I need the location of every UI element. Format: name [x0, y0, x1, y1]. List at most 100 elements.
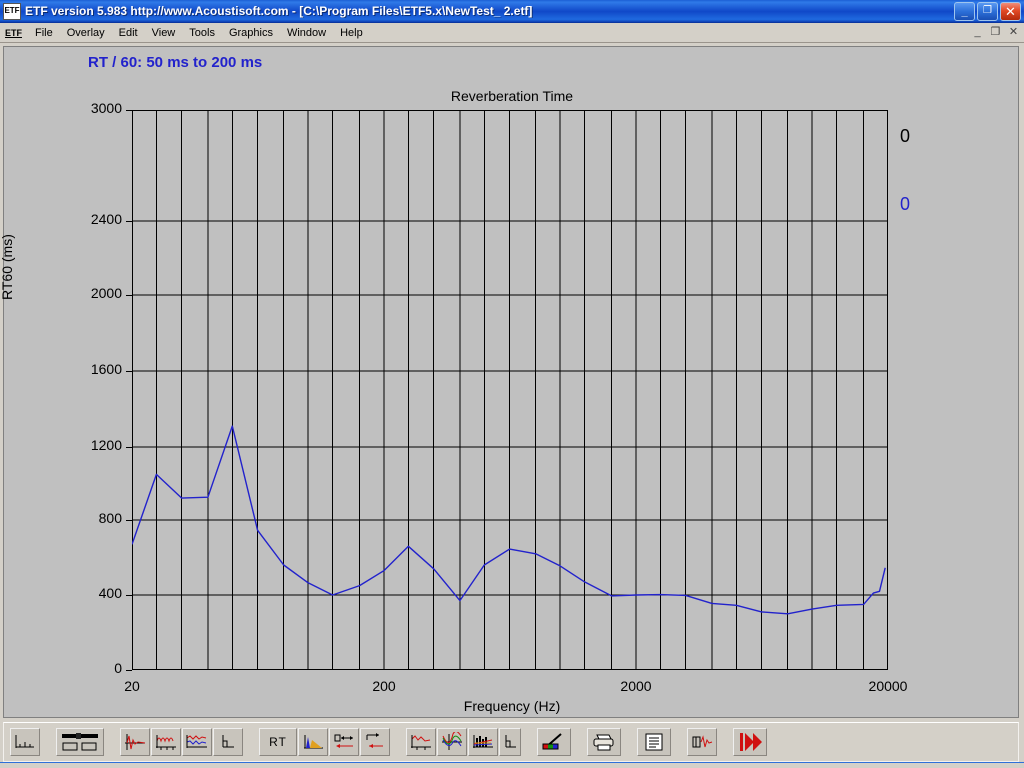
- red-decay-curve-icon: [125, 734, 146, 750]
- axis-tool-button[interactable]: [213, 728, 243, 756]
- x-axis-label: Frequency (Hz): [463, 698, 561, 714]
- y-tick-mark: [126, 670, 132, 671]
- impulse-baseline-icon: [15, 735, 34, 748]
- mdi-minimize-button[interactable]: _: [974, 26, 981, 38]
- plot-canvas[interactable]: [132, 110, 888, 670]
- status-bar: [0, 762, 1024, 768]
- energy-decay-button[interactable]: [298, 728, 328, 756]
- menu-item-view[interactable]: View: [151, 26, 176, 39]
- red-blue-traces-icon: [186, 735, 207, 748]
- menu-bar: ETF File Overlay Edit View Tools Graphic…: [0, 23, 1024, 43]
- rgb-phase-icon: [442, 732, 462, 750]
- y-tick-label: 800: [98, 510, 122, 526]
- chart-client-area: [3, 46, 1019, 718]
- reverberation-time-plot[interactable]: [132, 110, 888, 670]
- menu-item-edit[interactable]: Edit: [118, 26, 138, 39]
- x-tick-label: 2000: [620, 678, 652, 694]
- rt60-button[interactable]: RT: [259, 728, 297, 756]
- red-play-triangles-icon: [740, 733, 762, 751]
- slider-panels-icon: [62, 733, 98, 751]
- close-button[interactable]: ✕: [1000, 1, 1021, 21]
- main-toolbar: RT: [3, 722, 1019, 762]
- paint-brush-icon: [542, 733, 562, 750]
- y-tick-label: 2000: [90, 285, 122, 301]
- y-tick-mark: [126, 110, 132, 111]
- y-tick-mark: [126, 595, 132, 596]
- axis-corner-icon: [505, 735, 516, 748]
- toolbar-group-6: [537, 728, 572, 756]
- readout-bottom-value: 0: [900, 194, 911, 214]
- restore-button[interactable]: ❐: [977, 1, 998, 21]
- toolbar-group-4: RT: [259, 728, 391, 756]
- signal-generator-button[interactable]: [687, 728, 717, 756]
- y-tick-mark: [126, 221, 132, 222]
- y-tick-label: 1200: [90, 437, 122, 453]
- color-palette-button[interactable]: [537, 728, 571, 756]
- toolbar-group-5: [406, 728, 522, 756]
- document-lines-icon: [645, 733, 663, 751]
- menu-item-help[interactable]: Help: [340, 26, 363, 39]
- arrow-left-icon: [366, 733, 383, 748]
- toolbar-group-1: [10, 728, 41, 756]
- x-tick-label: 200: [372, 678, 396, 694]
- window-controls: _ ❐ ✕: [954, 1, 1021, 21]
- mdi-child-controls: _ ❐ ✕: [971, 25, 1020, 39]
- toolbar-group-10: [733, 728, 768, 756]
- run-measurement-button[interactable]: [733, 728, 767, 756]
- time-span-button[interactable]: [329, 728, 359, 756]
- rt-text-icon: RT: [269, 735, 287, 749]
- y-tick-label: 1600: [90, 361, 122, 377]
- toolbar-group-3: [120, 728, 244, 756]
- y-tick-label: 400: [98, 585, 122, 601]
- y-tick-label: 3000: [90, 100, 122, 116]
- menu-item-tools[interactable]: Tools: [189, 26, 215, 39]
- time-window-button[interactable]: [56, 728, 104, 756]
- cursor-move-button[interactable]: [360, 728, 390, 756]
- report-button[interactable]: [637, 728, 671, 756]
- y-tick-mark: [126, 520, 132, 521]
- printer-icon: [593, 734, 614, 751]
- red-wave-icon: [156, 735, 176, 750]
- y-tick-mark: [126, 447, 132, 448]
- menu-item-overlay[interactable]: Overlay: [66, 26, 105, 39]
- etf-app-icon: ETF: [3, 2, 21, 20]
- phase-button[interactable]: [437, 728, 467, 756]
- frequency-response-button[interactable]: [151, 728, 181, 756]
- menu-item-file[interactable]: File: [35, 26, 53, 39]
- minimize-button[interactable]: _: [954, 1, 975, 21]
- waterfall-bars-icon: [473, 735, 493, 748]
- mdi-restore-button[interactable]: ❐: [990, 26, 1001, 38]
- x-tick-label: 20000: [868, 678, 908, 694]
- menu-item-graphics[interactable]: Graphics: [228, 26, 273, 39]
- toolbar-group-9: [687, 728, 718, 756]
- impulse-response-button[interactable]: [10, 728, 40, 756]
- y-axis-label: RT60 (ms): [0, 234, 15, 300]
- chart-title: Reverberation Time: [450, 88, 574, 104]
- overlay-traces-button[interactable]: [182, 728, 212, 756]
- window-title: ETF version 5.983 http://www.Acoustisoft…: [25, 4, 533, 18]
- smoothing-button[interactable]: [406, 728, 436, 756]
- toolbar-group-8: [637, 728, 672, 756]
- axis-scale-button[interactable]: [499, 728, 521, 756]
- y-axis-ticks: 0 400 800 1200 1600 2000 2400 3000: [52, 100, 132, 676]
- etf-menu-icon: ETF: [5, 27, 22, 38]
- toolbar-group-2: [56, 728, 105, 756]
- red-smooth-curve-icon: [411, 735, 431, 750]
- title-bar: ETF ETF version 5.983 http://www.Acousti…: [0, 0, 1024, 23]
- rt60-range-label: RT / 60: 50 ms to 200 ms: [88, 54, 263, 71]
- print-button[interactable]: [587, 728, 621, 756]
- toolbar-group-7: [587, 728, 622, 756]
- y-tick-label: 2400: [90, 211, 122, 227]
- menu-item-window[interactable]: Window: [286, 26, 327, 39]
- etc-decay-button[interactable]: [120, 728, 150, 756]
- readout-top-value: 0: [900, 126, 911, 146]
- y-tick-mark: [126, 371, 132, 372]
- arrow-span-icon: [334, 734, 353, 748]
- x-tick-label: 20: [124, 678, 140, 694]
- mdi-close-button[interactable]: ✕: [1008, 26, 1019, 38]
- waterfall-button[interactable]: [468, 728, 498, 756]
- y-tick-mark: [126, 295, 132, 296]
- y-tick-label: 0: [114, 660, 122, 676]
- speaker-wave-icon: [692, 735, 713, 748]
